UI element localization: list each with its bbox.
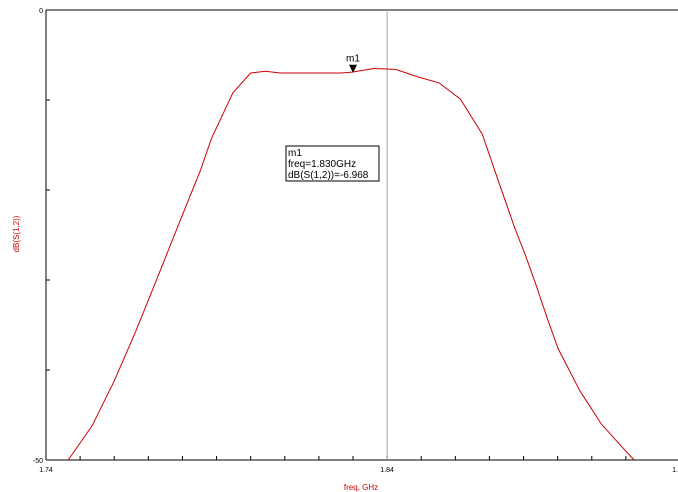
marker-readout-value: dB(S(1,2))=-6.968 <box>288 170 369 181</box>
x-tick-label: 1.84 <box>380 467 394 474</box>
marker-readout-freq: freq=1.830GHz <box>288 159 356 170</box>
marker-readout: m1 freq=1.830GHz dB(S(1,2))=-6.968 <box>285 145 380 182</box>
plot-frame <box>45 9 678 461</box>
y-tick-label: 0 <box>39 8 43 15</box>
x-axis-title: freq, GHz <box>344 483 378 492</box>
marker-readout-box <box>285 145 380 182</box>
x-tick-label: 1.74 <box>39 467 53 474</box>
axis-labels: dB(S(1,2)) freq, GHz <box>12 215 378 492</box>
marker-label: m1 <box>346 54 360 65</box>
axis-ticks: 0 -50 1.74 1.84 1. <box>33 8 678 474</box>
series-line <box>67 67 635 461</box>
marker-readout-name: m1 <box>288 148 302 159</box>
marker-layer: m1 <box>346 54 360 73</box>
y-tick-label: -50 <box>33 458 43 465</box>
series-layer <box>67 10 635 461</box>
y-axis-title: dB(S(1,2)) <box>12 215 21 252</box>
x-tick-label: 1. <box>672 467 678 474</box>
marker-triangle <box>349 64 357 73</box>
